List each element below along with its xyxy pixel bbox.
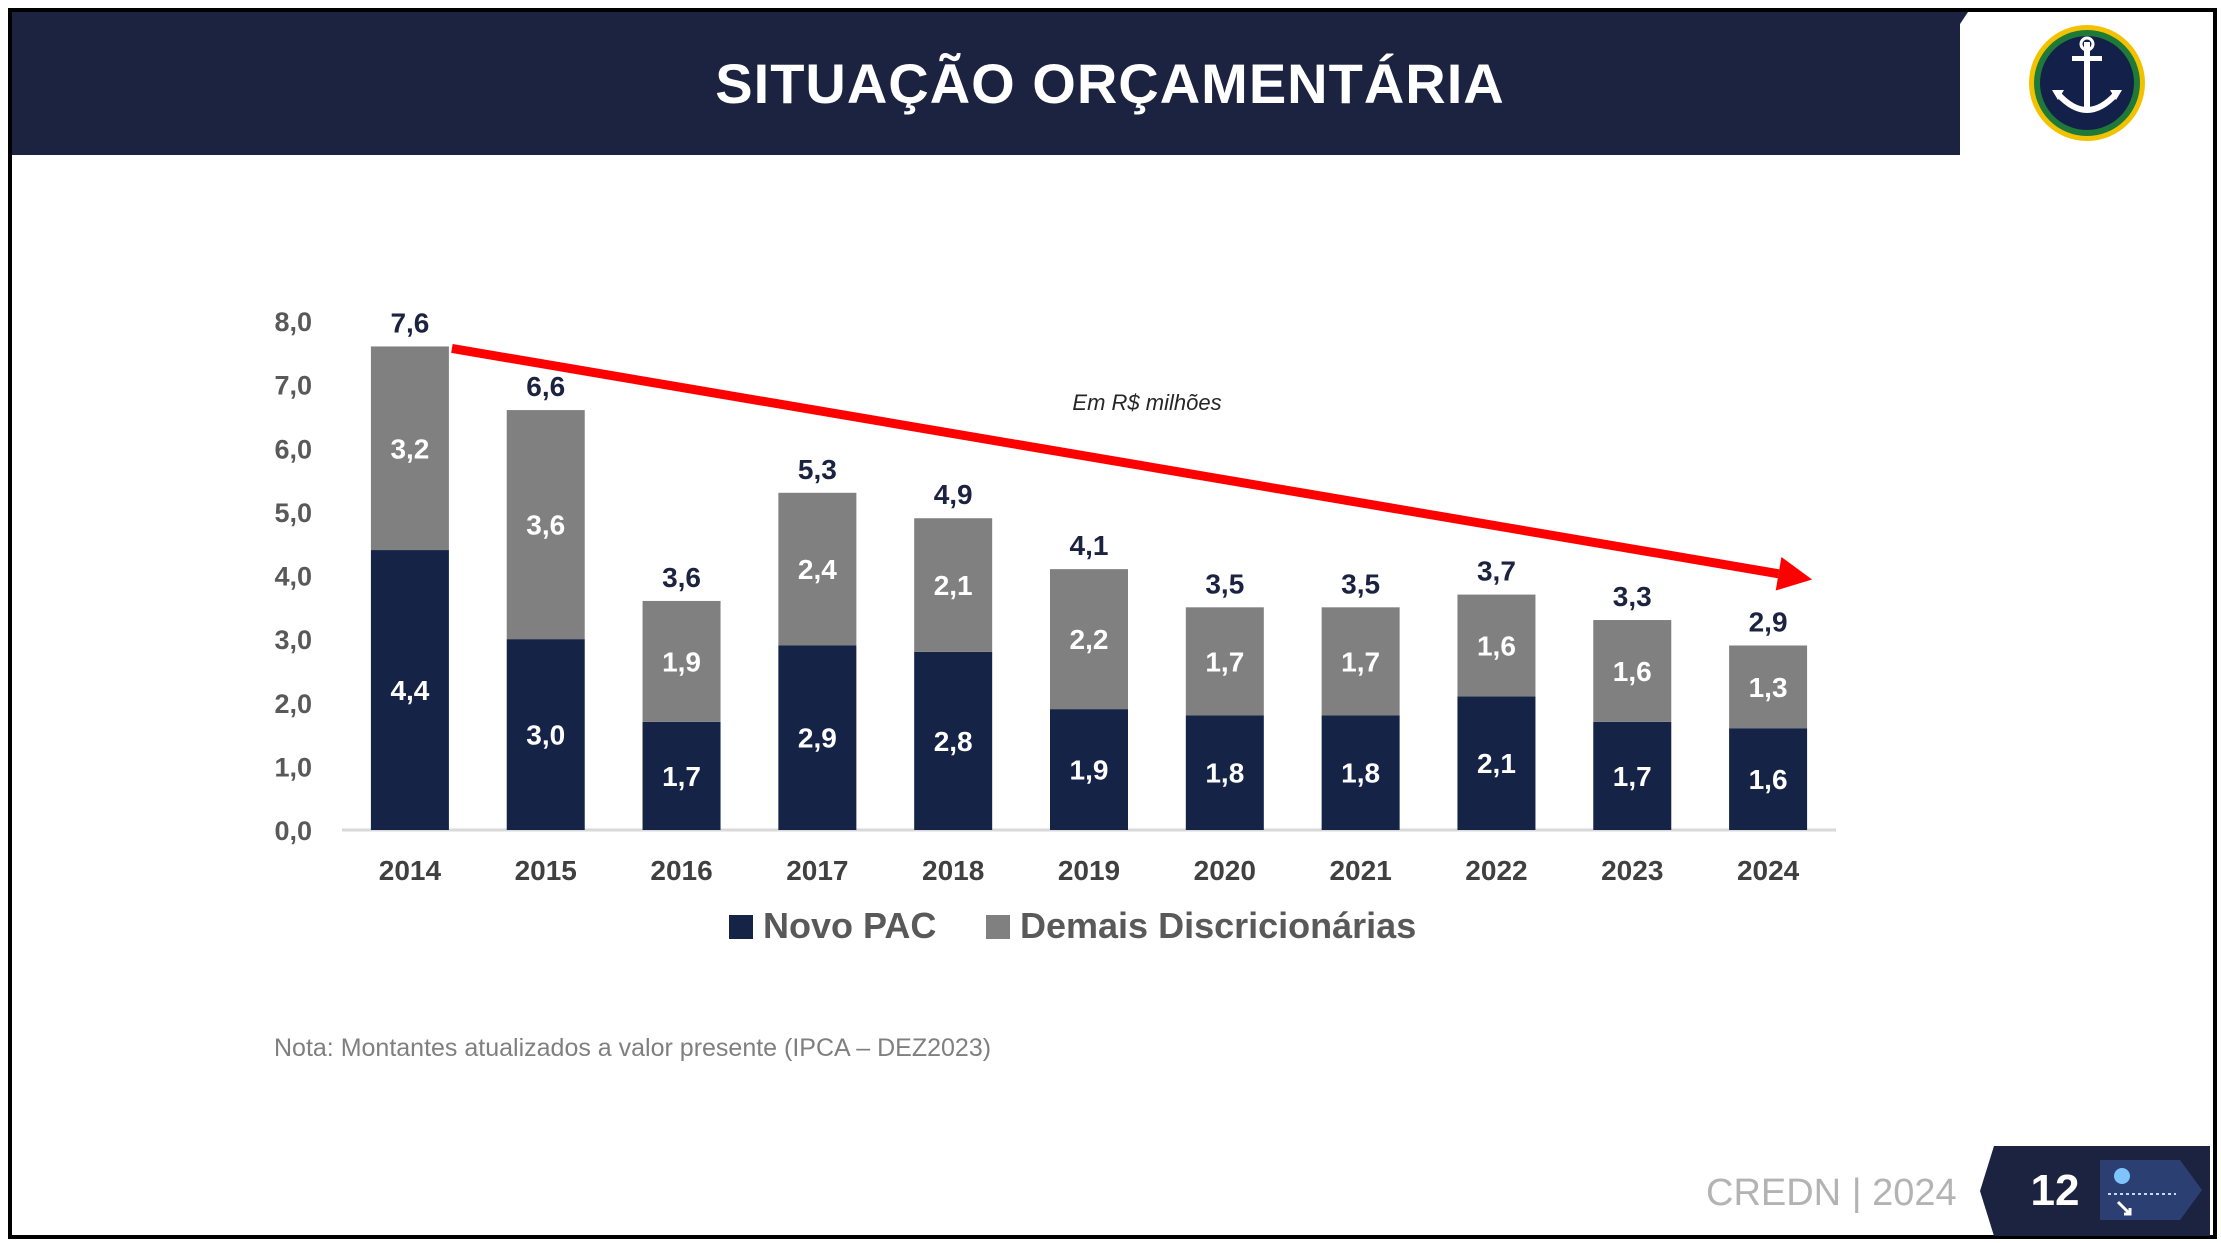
bar-novo-pac bbox=[914, 651, 993, 830]
x-tick-label: 2016 bbox=[650, 855, 712, 886]
y-tick-label: 6,0 bbox=[274, 434, 312, 464]
y-tick-label: 5,0 bbox=[274, 498, 312, 528]
legend-swatch-demais bbox=[986, 915, 1010, 939]
data-label-novo-pac: 3,0 bbox=[526, 720, 565, 751]
data-label-novo-pac: 2,9 bbox=[798, 723, 837, 754]
x-tick-label: 2023 bbox=[1601, 855, 1663, 886]
x-tick-label: 2015 bbox=[515, 855, 577, 886]
data-label-demais: 2,1 bbox=[934, 570, 973, 601]
legend-label-novo-pac: Novo PAC bbox=[763, 905, 936, 946]
x-tick-label: 2020 bbox=[1194, 855, 1256, 886]
y-tick-label: 7,0 bbox=[274, 371, 312, 401]
bar-demais-discricionarias bbox=[914, 518, 993, 652]
header-bar bbox=[12, 12, 1960, 155]
bar-novo-pac bbox=[642, 721, 721, 830]
anchor-emblem-icon bbox=[2029, 25, 2145, 141]
chart-annotation: Em R$ milhões bbox=[1072, 390, 1221, 415]
footer-year: 2024 bbox=[1872, 1172, 1957, 1214]
data-label-novo-pac: 1,7 bbox=[662, 761, 701, 792]
data-label-demais: 1,7 bbox=[1205, 646, 1244, 677]
y-tick-label: 3,0 bbox=[274, 625, 312, 655]
page-title: SITUAÇÃO ORÇAMENTÁRIA bbox=[715, 52, 1505, 115]
footer-org: CREDN bbox=[1706, 1172, 1842, 1214]
bar-demais-discricionarias bbox=[1457, 594, 1536, 697]
data-label-novo-pac: 1,9 bbox=[1070, 755, 1109, 786]
bar-novo-pac bbox=[1457, 696, 1536, 830]
x-tick-label: 2017 bbox=[786, 855, 848, 886]
bar-demais-discricionarias bbox=[778, 492, 857, 646]
data-label-demais: 3,6 bbox=[526, 510, 565, 541]
data-label-novo-pac: 2,8 bbox=[934, 726, 973, 757]
total-label: 3,5 bbox=[1341, 568, 1380, 599]
data-label-demais: 1,7 bbox=[1341, 646, 1380, 677]
data-label-demais: 2,4 bbox=[798, 554, 837, 585]
data-label-demais: 1,9 bbox=[662, 646, 701, 677]
bar-demais-discricionarias bbox=[370, 346, 449, 551]
total-label: 4,1 bbox=[1070, 530, 1109, 561]
bar-demais-discricionarias bbox=[1593, 620, 1672, 722]
x-tick-label: 2014 bbox=[379, 855, 442, 886]
bar-demais-discricionarias bbox=[1050, 569, 1128, 710]
data-label-novo-pac: 1,8 bbox=[1341, 758, 1380, 789]
bar-novo-pac bbox=[506, 639, 585, 830]
stacked-bar-chart: 0,0 1,0 2,0 3,0 4,0 5,0 6,0 7,0 8,0 4,4 3,2 7,6 2014… bbox=[274, 307, 1836, 946]
bar-demais-discricionarias bbox=[1729, 645, 1808, 729]
data-label-novo-pac: 1,7 bbox=[1613, 761, 1652, 792]
total-label: 6,6 bbox=[526, 371, 565, 402]
data-label-demais: 1,6 bbox=[1613, 656, 1652, 687]
data-label-demais: 1,3 bbox=[1749, 672, 1788, 703]
total-label: 3,7 bbox=[1477, 556, 1516, 587]
trend-arrow-line bbox=[451, 344, 1780, 579]
legend-swatch-novo-pac bbox=[729, 915, 753, 939]
page-number-badge bbox=[1980, 1146, 2210, 1236]
x-tick-label: 2021 bbox=[1329, 855, 1391, 886]
data-label-demais: 1,6 bbox=[1477, 630, 1516, 661]
total-label: 3,3 bbox=[1613, 581, 1652, 612]
total-label: 3,6 bbox=[662, 562, 701, 593]
bar-novo-pac bbox=[1050, 709, 1128, 830]
footnote: Nota: Montantes atualizados a valor pres… bbox=[274, 1034, 992, 1062]
y-tick-label: 1,0 bbox=[274, 752, 312, 782]
bar-novo-pac bbox=[1321, 715, 1400, 830]
x-tick-label: 2019 bbox=[1058, 855, 1120, 886]
data-label-novo-pac: 2,1 bbox=[1477, 748, 1516, 779]
x-tick-label: 2022 bbox=[1465, 855, 1527, 886]
bar-demais-discricionarias bbox=[1321, 607, 1400, 716]
bar-novo-pac bbox=[778, 645, 857, 830]
total-label: 4,9 bbox=[934, 479, 973, 510]
y-tick-label: 8,0 bbox=[274, 307, 312, 337]
footer-org-year: CREDN | 2024 bbox=[1706, 1172, 1957, 1215]
total-label: 7,6 bbox=[390, 307, 429, 338]
y-tick-label: 4,0 bbox=[274, 562, 312, 592]
data-label-demais: 2,2 bbox=[1070, 624, 1109, 655]
page-number: 12 bbox=[2030, 1166, 2080, 1215]
total-label: 3,5 bbox=[1205, 568, 1244, 599]
bar-novo-pac bbox=[1729, 728, 1808, 830]
trend-arrow-head bbox=[1775, 556, 1813, 591]
bar-novo-pac bbox=[1593, 721, 1672, 830]
data-label-novo-pac: 1,8 bbox=[1205, 758, 1244, 789]
bar-demais-discricionarias bbox=[506, 410, 585, 640]
x-tick-label: 2018 bbox=[922, 855, 984, 886]
bar-demais-discricionarias bbox=[1185, 607, 1264, 716]
header-notch bbox=[1920, 12, 1968, 155]
bar-novo-pac bbox=[370, 550, 449, 830]
data-label-demais: 3,2 bbox=[390, 433, 429, 464]
total-label: 2,9 bbox=[1749, 606, 1788, 637]
total-label: 5,3 bbox=[798, 454, 837, 485]
legend-label-demais: Demais Discricionárias bbox=[1020, 905, 1416, 946]
data-label-novo-pac: 4,4 bbox=[390, 675, 429, 706]
x-tick-label: 2024 bbox=[1737, 855, 1800, 886]
data-label-novo-pac: 1,6 bbox=[1749, 764, 1788, 795]
y-tick-label: 0,0 bbox=[274, 816, 312, 846]
bar-novo-pac bbox=[1185, 715, 1264, 830]
bar-demais-discricionarias bbox=[642, 600, 721, 722]
footer-separator: | bbox=[1851, 1172, 1862, 1214]
y-tick-label: 2,0 bbox=[274, 689, 312, 719]
